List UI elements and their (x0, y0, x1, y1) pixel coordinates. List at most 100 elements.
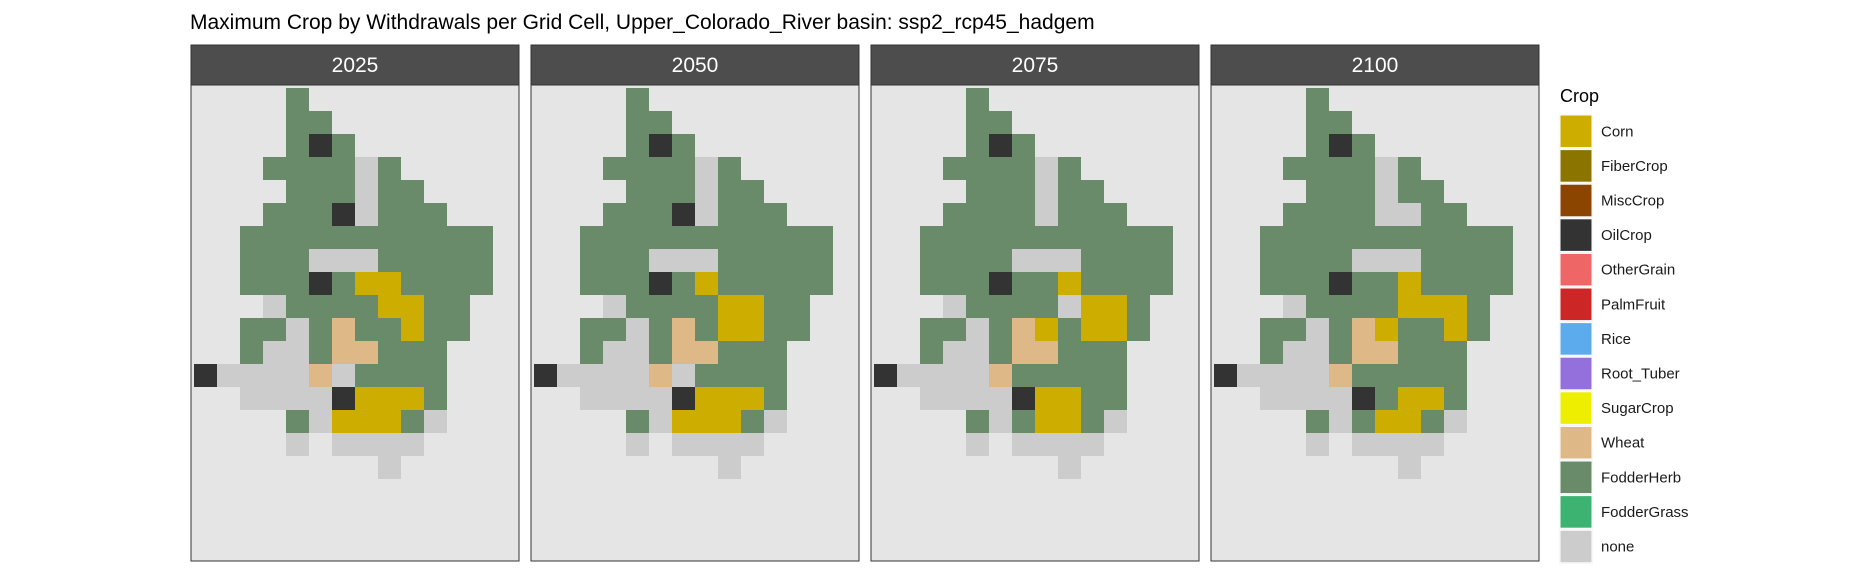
grid-cell-none (1306, 364, 1329, 387)
grid-cell-corn (1104, 318, 1127, 341)
grid-cell-fodderherb (764, 203, 787, 226)
grid-cell-fodderherb (1306, 226, 1329, 249)
legend: Crop Corn FiberCrop MiscCrop OilCrop OtherGr… (1559, 86, 1689, 564)
grid-cell-fodderherb (1058, 364, 1081, 387)
grid-cell-none (1375, 249, 1398, 272)
grid-cell-fodderherb (943, 157, 966, 180)
grid-cell-fodderherb (355, 226, 378, 249)
legend-item-oilcrop: OilCrop (1559, 217, 1652, 253)
grid-cell-fodderherb (1081, 410, 1104, 433)
grid-cell-none (718, 433, 741, 456)
grid-cell-fodderherb (1150, 272, 1173, 295)
grid-cell-corn (695, 410, 718, 433)
grid-cell-fodderherb (470, 226, 493, 249)
grid-cell-fodderherb (424, 318, 447, 341)
grid-cell-wheat (1035, 341, 1058, 364)
grid-cell-fodderherb (1329, 180, 1352, 203)
grid-cell-fodderherb (1490, 272, 1513, 295)
grid-cell-none (989, 410, 1012, 433)
grid-cell-fodderherb (1012, 226, 1035, 249)
grid-cell-none (695, 433, 718, 456)
grid-cell-oilcrop (672, 203, 695, 226)
grid-cell-none (1329, 410, 1352, 433)
grid-cell-fodderherb (920, 272, 943, 295)
grid-cell-none (580, 387, 603, 410)
grid-cell-fodderherb (378, 203, 401, 226)
grid-cell-none (603, 364, 626, 387)
grid-cell-none (1081, 433, 1104, 456)
grid-cell-fodderherb (309, 341, 332, 364)
grid-cell-corn (332, 410, 355, 433)
grid-cell-corn (1035, 318, 1058, 341)
grid-cell-none (920, 364, 943, 387)
grid-cell-fodderherb (626, 410, 649, 433)
grid-cell-fodderherb (1352, 295, 1375, 318)
grid-cell-fodderherb (1444, 226, 1467, 249)
grid-cell-fodderherb (1306, 111, 1329, 134)
grid-cell-fodderherb (1444, 341, 1467, 364)
grid-cell-corn (741, 318, 764, 341)
grid-cell-fodderherb (470, 272, 493, 295)
grid-cell-fodderherb (741, 203, 764, 226)
grid-cell-fodderherb (1081, 364, 1104, 387)
grid-cell-fodderherb (1398, 341, 1421, 364)
grid-cell-fodderherb (1398, 318, 1421, 341)
facet-label: 2100 (1352, 54, 1399, 77)
grid-cell-wheat (1012, 318, 1035, 341)
grid-cell-wheat (672, 341, 695, 364)
grid-cell-fodderherb (1444, 387, 1467, 410)
grid-cell-fodderherb (1260, 341, 1283, 364)
grid-cell-fodderherb (966, 157, 989, 180)
grid-cell-none (424, 410, 447, 433)
grid-cell-oilcrop (194, 364, 217, 387)
grid-cell-fodderherb (1081, 249, 1104, 272)
grid-cell-fodderherb (309, 318, 332, 341)
legend-item-othergrain: OtherGrain (1559, 252, 1675, 287)
grid-cell-fodderherb (1035, 226, 1058, 249)
grid-cell-fodderherb (764, 318, 787, 341)
grid-cell-fodderherb (263, 203, 286, 226)
grid-cell-fodderherb (603, 318, 626, 341)
grid-cell-fodderherb (1306, 88, 1329, 111)
grid-cell-wheat (332, 341, 355, 364)
grid-cell-fodderherb (1329, 203, 1352, 226)
grid-cell-none (672, 249, 695, 272)
grid-cell-fodderherb (989, 226, 1012, 249)
grid-cell-fodderherb (966, 226, 989, 249)
grid-cell-fodderherb (989, 249, 1012, 272)
grid-cell-fodderherb (603, 272, 626, 295)
grid-cell-fodderherb (1467, 272, 1490, 295)
grid-cell-fodderherb (989, 318, 1012, 341)
grid-cell-none (695, 157, 718, 180)
grid-cell-fodderherb (1306, 249, 1329, 272)
grid-cell-none (603, 341, 626, 364)
legend-swatch (1559, 149, 1593, 183)
grid-cell-fodderherb (1352, 134, 1375, 157)
legend-label: FodderHerb (1601, 469, 1681, 486)
grid-cell-oilcrop (534, 364, 557, 387)
grid-cell-wheat (355, 341, 378, 364)
grid-cell-none (966, 318, 989, 341)
grid-cell-fodderherb (470, 249, 493, 272)
grid-cell-oilcrop (332, 203, 355, 226)
grid-cell-fodderherb (966, 272, 989, 295)
grid-cell-fodderherb (1306, 295, 1329, 318)
grid-cell-fodderherb (309, 180, 332, 203)
grid-cell-fodderherb (1150, 249, 1173, 272)
grid-cell-fodderherb (286, 410, 309, 433)
legend-item-foddergrass: FodderGrass (1559, 494, 1689, 530)
grid-cell-fodderherb (943, 203, 966, 226)
grid-cell-fodderherb (240, 341, 263, 364)
grid-cell-fodderherb (1283, 272, 1306, 295)
legend-label: OtherGrain (1601, 262, 1675, 279)
grid-cell-none (286, 341, 309, 364)
panel-border (870, 84, 1200, 562)
grid-cell-corn (1375, 410, 1398, 433)
grid-cell-fodderherb (1306, 180, 1329, 203)
grid-cell-none (626, 364, 649, 387)
grid-cell-fodderherb (966, 295, 989, 318)
grid-cell-fodderherb (1058, 203, 1081, 226)
legend-item-rice: Rice (1559, 321, 1631, 357)
grid-cell-fodderherb (764, 341, 787, 364)
grid-cell-fodderherb (741, 180, 764, 203)
